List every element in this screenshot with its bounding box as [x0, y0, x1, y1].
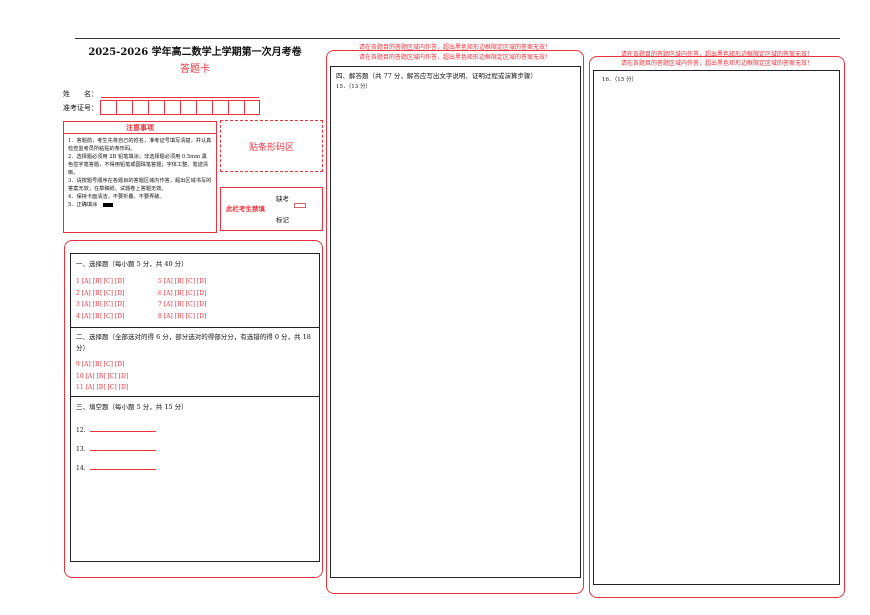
name-label: 姓 名：	[63, 90, 98, 98]
question-15-label: 15．（13 分）	[336, 84, 371, 90]
warning-text: 请在各题目的答题区域内作答，超出黑色矩形边框限定区域的答案无效！	[620, 51, 813, 58]
filled-mark-example	[103, 202, 114, 207]
notice-item: 5．正确填涂	[68, 201, 212, 209]
barcode-area: 贴条形码区	[220, 120, 323, 172]
blank-number: 13.	[76, 446, 86, 453]
section-3: 三、填空题（每小题 5 分，共 15 分） 12. 13. 14.	[71, 397, 319, 482]
choice-row[interactable]: 7 [A] [B] [C] [D]	[158, 301, 207, 308]
choice-row[interactable]: 4 [A] [B] [C] [D]	[76, 312, 125, 320]
warning-text: 请在各题目的答题区域内作答，超出黑色矩形边框限定区域的答案无效！	[358, 44, 551, 51]
section-1-title: 一、选择题（每小题 5 分，共 40 分）	[76, 260, 188, 268]
notice-box: 注意事项 1．答题前，考生先将自己的姓名，准考证号填写清楚，并认真检查监考员所粘…	[63, 121, 217, 233]
notice-item-text: 5．正确填涂	[68, 202, 98, 208]
name-field[interactable]	[101, 97, 259, 98]
warning-text: 请在各题目的答题区域内作答，超出黑色矩形边框限定区域的答案无效！	[358, 54, 551, 61]
choice-row[interactable]: 3 [A] [B] [C] [D]	[76, 301, 125, 308]
notice-item: 1．答题前，考生先将自己的姓名，准考证号填写清楚，并认真检查监考员所粘贴的条形码…	[68, 138, 212, 152]
choice-row[interactable]: 5 [A] [B] [C] [D]	[158, 278, 207, 285]
section-3-title: 三、填空题（每小题 5 分，共 15 分）	[76, 403, 188, 411]
choice-row[interactable]: 11 [A] [B] [C] [D]	[76, 384, 129, 391]
choice-row[interactable]: 2 [A] [B] [C] [D]	[76, 289, 125, 297]
question-16-label: 16．（15 分）	[602, 77, 637, 83]
section-2-title: 二、选择题（全部选对的得 6 分，部分选对的得部分分，有选错的得 0 分，共 1…	[76, 333, 311, 352]
choice-row[interactable]: 10 [A] [B] [C] [D]	[76, 372, 129, 380]
warning-text: 请在各题目的答题区域内作答，超出黑色矩形边框限定区域的答案无效！	[620, 60, 813, 67]
absent-box: 此栏考生禁填 缺考 标记	[220, 187, 323, 231]
exam-title: 2025-2026 学年高二数学上学期第一次月考卷	[88, 47, 302, 58]
question-15-box[interactable]: 四、解答题（共 77 分，解答应写出文字说明、证明过程或演算步骤） 15．（13…	[330, 66, 581, 578]
forbidden-label: 此栏考生禁填	[226, 205, 265, 213]
section-2: 二、选择题（全部选对的得 6 分，部分选对的得部分分，有选错的得 0 分，共 1…	[71, 328, 319, 397]
fill-blank-row[interactable]: 12.	[76, 421, 314, 440]
notice-title: 注意事项	[64, 122, 216, 134]
objective-answer-region	[64, 240, 323, 578]
choice-row[interactable]: 1 [A] [B] [C] [D]	[76, 278, 125, 285]
objective-answer-box: 一、选择题（每小题 5 分，共 40 分） 1 [A] [B] [C] [D] …	[70, 253, 320, 562]
question-16-region	[589, 56, 845, 598]
notice-item: 4．保持卡面清洁，不要折叠、不要弄破。	[68, 194, 165, 200]
notice-item: 3．请按题号顺序在各题目的答题区域内作答，超出区域书写的答案无效；在草稿纸、试题…	[68, 178, 212, 192]
choice-row[interactable]: 9 [A] [B] [C] [D]	[76, 361, 125, 368]
section-4-title: 四、解答题（共 77 分，解答应写出文字说明、证明过程或演算步骤）	[336, 72, 537, 80]
blank-number: 14.	[76, 465, 86, 472]
id-label: 准考证号：	[63, 104, 98, 112]
question-16-box[interactable]: 16．（15 分）	[593, 70, 840, 585]
answer-sheet-label: 答题卡	[180, 64, 210, 75]
mark-label: 标记	[276, 216, 289, 224]
absent-label: 缺考	[276, 195, 289, 203]
absent-checkbox[interactable]	[294, 203, 306, 208]
choice-row[interactable]: 6 [A] [B] [C] [D]	[158, 289, 207, 297]
blank-number: 12.	[76, 427, 86, 434]
notice-item: 2．选择题必须用 2B 铅笔填涂；非选择题必须用 0.5mm 黑色签字笔答题，不…	[68, 154, 209, 176]
choice-row[interactable]: 8 [A] [B] [C] [D]	[158, 312, 207, 320]
question-15-region	[326, 50, 584, 594]
fill-blank-row[interactable]: 13.	[76, 440, 314, 459]
id-number-boxes[interactable]	[100, 100, 260, 115]
fill-blank-row[interactable]: 14.	[76, 459, 314, 478]
top-rule	[75, 38, 840, 39]
section-1: 一、选择题（每小题 5 分，共 40 分） 1 [A] [B] [C] [D] …	[71, 254, 319, 328]
